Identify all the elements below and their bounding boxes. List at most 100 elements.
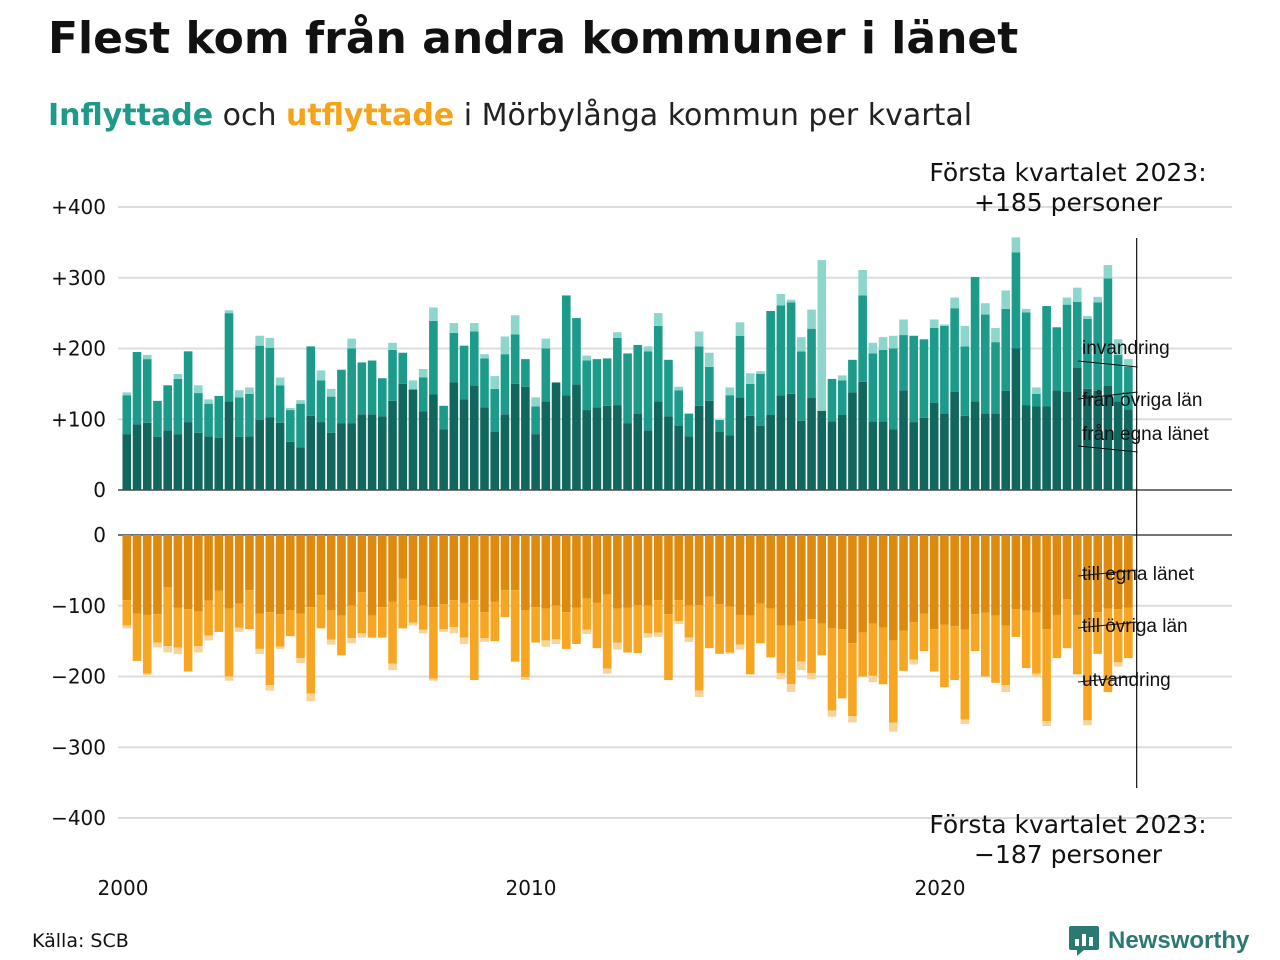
bar-out-own-county: [868, 535, 878, 624]
bar-in-other-counties: [398, 352, 408, 384]
bar-out-own-county: [490, 535, 500, 602]
bar-in-own-county: [613, 405, 622, 490]
bar-out-other-counties: [234, 603, 244, 628]
bar-in-other-counties: [204, 403, 213, 437]
y-tick-label-bottom: −300: [51, 735, 106, 759]
bar-in-other-counties: [224, 313, 234, 402]
bar-in-other-counties: [889, 348, 898, 430]
bar-in-other-counties: [337, 369, 346, 424]
bar-in-other-counties: [980, 314, 990, 414]
bar-in-immigration: [980, 303, 990, 315]
bar-out-own-county: [664, 535, 673, 615]
bar-in-own-county: [705, 400, 714, 490]
bar-in-other-counties: [909, 335, 919, 423]
bar-in-other-counties: [459, 345, 469, 400]
bar-out-own-county: [858, 535, 867, 633]
bar-in-own-county: [889, 429, 898, 490]
segment-label-top: från egna länet: [1082, 424, 1209, 445]
bar-in-own-county: [531, 434, 540, 490]
bar-in-own-county: [715, 431, 724, 490]
bar-in-other-counties: [960, 346, 970, 416]
bar-in-own-county: [551, 382, 561, 490]
annotation-top-line2: +185 personer: [974, 188, 1163, 217]
bar-out-own-county: [970, 535, 980, 615]
bar-out-other-counties: [919, 613, 929, 652]
bar-in-immigration: [674, 386, 683, 391]
bar-out-emigration: [1083, 720, 1092, 726]
bar-out-own-county: [204, 535, 213, 601]
bar-in-other-counties: [234, 397, 244, 437]
bar-in-other-counties: [613, 337, 622, 406]
bar-out-emigration: [408, 622, 418, 626]
bar-out-emigration: [173, 647, 183, 654]
bar-in-own-county: [1021, 405, 1031, 490]
bar-out-other-counties: [745, 615, 755, 675]
bar-in-own-county: [378, 416, 387, 490]
bar-out-other-counties: [1001, 625, 1011, 685]
bar-in-own-county: [398, 383, 408, 490]
bar-in-other-counties: [705, 366, 714, 401]
bar-in-own-county: [1072, 367, 1082, 490]
y-tick-label-top: +100: [51, 407, 106, 431]
bar-out-own-county: [1021, 535, 1031, 611]
bar-out-emigration: [429, 678, 438, 681]
bar-out-other-counties: [316, 595, 326, 629]
bar-out-own-county: [357, 535, 367, 593]
bar-in-other-counties: [153, 400, 162, 437]
bar-out-own-county: [613, 535, 622, 609]
bar-in-own-county: [510, 383, 520, 490]
bar-out-own-county: [1062, 535, 1072, 600]
bar-out-other-counties: [429, 607, 438, 679]
bar-in-immigration: [142, 354, 152, 360]
bar-in-immigration: [756, 371, 765, 374]
bar-in-immigration: [541, 338, 551, 349]
bar-out-own-county: [643, 535, 653, 606]
bar-in-own-county: [132, 424, 142, 490]
bar-out-own-county: [1072, 535, 1082, 615]
newsworthy-logo-text: Newsworthy: [1108, 927, 1250, 954]
bar-out-other-counties: [909, 622, 919, 660]
bar-out-emigration: [439, 629, 448, 632]
bar-out-emigration: [725, 652, 735, 654]
bar-out-emigration: [602, 668, 612, 674]
bar-out-own-county: [551, 535, 561, 606]
bar-in-other-counties: [173, 378, 183, 435]
bar-in-own-county: [204, 436, 213, 490]
bar-out-own-county: [572, 535, 581, 608]
segment-label-bottom: till övriga län: [1082, 616, 1188, 637]
bar-in-immigration: [490, 376, 500, 389]
bar-out-own-county: [163, 535, 172, 588]
bar-in-other-counties: [899, 335, 908, 391]
bar-in-immigration: [1021, 308, 1031, 313]
bar-out-own-county: [388, 535, 397, 602]
bar-out-own-county: [776, 535, 786, 626]
bar-in-other-counties: [449, 332, 459, 383]
bar-in-immigration: [960, 325, 970, 347]
bar-out-own-county: [142, 535, 152, 615]
bar-out-emigration: [797, 661, 806, 671]
bar-in-other-counties: [275, 385, 285, 423]
bar-in-own-county: [653, 401, 663, 490]
bar-in-own-county: [1032, 406, 1041, 490]
bar-out-emigration: [909, 659, 919, 665]
bar-in-other-counties: [439, 405, 448, 430]
bar-out-other-counties: [1103, 608, 1113, 693]
bar-in-other-counties: [480, 358, 489, 408]
bar-in-other-counties: [664, 359, 673, 417]
bar-in-own-county: [357, 414, 367, 490]
bar-out-own-county: [1103, 535, 1113, 609]
bar-out-emigration: [388, 663, 397, 671]
bar-out-own-county: [153, 535, 162, 615]
subtitle-inflyttade: Inflyttade: [48, 98, 214, 133]
segment-label-bottom: till egna länet: [1082, 564, 1195, 585]
bar-in-own-county: [848, 392, 857, 490]
bar-in-immigration: [408, 380, 418, 390]
bar-out-other-counties: [357, 592, 367, 634]
bar-in-own-county: [521, 386, 530, 490]
bar-out-own-county: [418, 535, 428, 606]
bar-out-other-counties: [1062, 599, 1072, 649]
chart-subtitle: Inflyttade och utflyttade i Mörbylånga k…: [48, 96, 972, 136]
bar-in-own-county: [153, 436, 162, 490]
bar-out-other-counties: [572, 607, 581, 644]
bar-in-own-county: [960, 415, 970, 490]
